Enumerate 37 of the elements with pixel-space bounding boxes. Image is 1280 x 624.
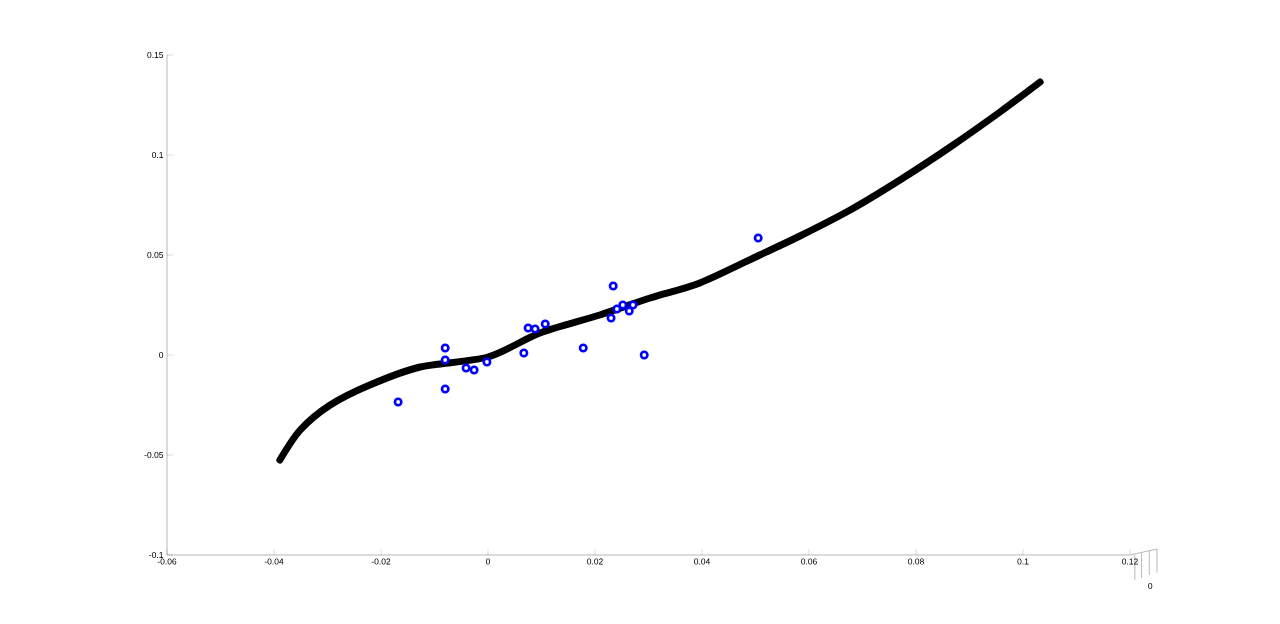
point <box>628 300 638 310</box>
x-tick-label: 0.06 <box>801 558 817 565</box>
x-tick-label: 0.12 <box>1122 558 1138 565</box>
point <box>606 313 616 323</box>
point <box>618 300 628 310</box>
point <box>393 397 403 407</box>
point <box>624 306 634 316</box>
point <box>519 348 529 358</box>
point <box>578 343 588 353</box>
y-tick-label: -0.1 <box>149 552 164 558</box>
point <box>753 233 763 243</box>
y-tick-label: 0 <box>159 352 164 358</box>
y-tick-label: -0.05 <box>144 452 164 458</box>
x-tick-label: 0.08 <box>908 558 924 565</box>
x-tick-label: 0 <box>485 558 491 565</box>
point <box>482 357 492 367</box>
point <box>469 365 479 375</box>
point <box>461 363 471 373</box>
point <box>612 304 622 314</box>
y-tick-label: 0.15 <box>147 52 164 58</box>
x-tick-label: -0.02 <box>371 558 391 565</box>
point <box>523 323 533 333</box>
x-tick-label: 0.1 <box>1017 558 1029 565</box>
point <box>608 281 618 291</box>
point <box>440 355 450 365</box>
x-tick-label: 0.04 <box>694 558 710 565</box>
point <box>440 343 450 353</box>
x-tick-label: -0.06 <box>157 558 177 565</box>
y-tick-label: 0.1 <box>152 152 164 158</box>
x-tick-label: 0.02 <box>587 558 603 565</box>
point <box>639 350 649 360</box>
point <box>440 384 450 394</box>
x-tick-label: -0.04 <box>264 558 284 565</box>
point <box>540 319 550 329</box>
y-tick-label: 0.05 <box>147 252 164 258</box>
point <box>530 324 540 334</box>
text: 0 <box>1148 583 1153 589</box>
